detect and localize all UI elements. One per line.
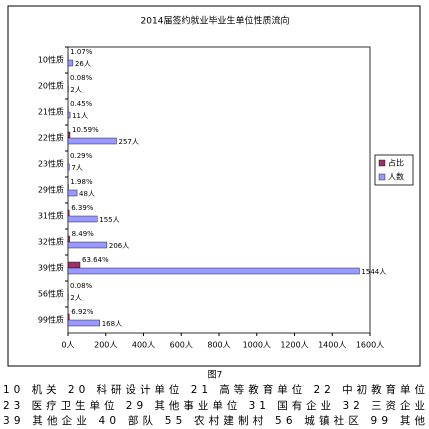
x-tick-label: 1400人 xyxy=(318,341,346,350)
value-label: 2人 xyxy=(70,86,81,94)
value-label: 0.45% xyxy=(70,100,93,108)
bar xyxy=(67,189,78,197)
x-tick-label: 800人 xyxy=(207,341,230,350)
bar xyxy=(67,137,117,145)
value-label: 1.07% xyxy=(70,48,93,56)
value-label: 0.29% xyxy=(70,152,93,160)
bar xyxy=(67,235,70,243)
bar xyxy=(67,209,70,217)
y-tick-label: 99性质 xyxy=(38,315,64,325)
value-label: 8.49% xyxy=(72,230,95,238)
note: 10 机关 20 科研设计单位 21 高等教育单位 22 中初教育单位 xyxy=(3,383,425,396)
value-label: 1544人 xyxy=(361,268,386,276)
bar xyxy=(67,59,74,67)
y-tick-label: 31性质 xyxy=(38,211,64,221)
value-label: 6.39% xyxy=(71,204,94,212)
value-label: 26人 xyxy=(75,60,91,68)
value-label: 257人 xyxy=(119,138,139,146)
value-label: 0.08% xyxy=(70,282,93,290)
bar xyxy=(67,131,71,139)
y-tick-label: 23性质 xyxy=(38,159,64,169)
bar xyxy=(67,111,71,119)
plot-area xyxy=(67,46,371,334)
legend-swatch xyxy=(378,173,386,181)
y-tick-label: 10性质 xyxy=(38,55,64,65)
legend-label: 人数 xyxy=(388,172,404,182)
value-label: 6.92% xyxy=(71,308,94,316)
value-label: 7人 xyxy=(71,164,82,172)
bar xyxy=(67,241,108,249)
bar xyxy=(67,319,100,327)
x-tick-label: 600人 xyxy=(170,341,193,350)
y-tick-label: 20性质 xyxy=(38,81,64,91)
value-label: 168人 xyxy=(102,320,122,328)
bar xyxy=(67,261,81,269)
x-tick-label: 400人 xyxy=(132,341,155,350)
bar xyxy=(67,163,70,171)
value-label: 2人 xyxy=(70,294,81,302)
x-tick-label: 1000人 xyxy=(243,341,271,350)
chart-title: 2014届签约就业毕业生单位性质流向 xyxy=(141,15,290,27)
x-tick-label: 1600人 xyxy=(356,341,384,350)
value-label: 48人 xyxy=(79,190,95,198)
y-tick-label: 56性质 xyxy=(38,289,64,299)
legend-label: 占比 xyxy=(388,158,404,168)
x-tick-label: 1200人 xyxy=(280,341,308,350)
x-tick-label: 200人 xyxy=(94,341,117,350)
chart-border xyxy=(7,5,421,367)
note: 39 其他企业 40 部队 55 农村建制村 56 城镇社区 99 其他 xyxy=(3,414,426,427)
legend-swatch xyxy=(378,159,386,167)
y-tick-label: 29性质 xyxy=(38,185,64,195)
note: 23 医疗卫生单位 29 其他事业单位 31 国有企业 32 三资企业 xyxy=(3,399,425,412)
value-label: 63.64% xyxy=(82,256,109,264)
value-label: 10.59% xyxy=(72,126,99,134)
bar xyxy=(67,215,98,223)
y-tick-label: 21性质 xyxy=(38,107,64,117)
bar xyxy=(67,313,70,321)
value-label: 0.08% xyxy=(70,74,93,82)
value-label: 206人 xyxy=(109,242,129,250)
x-tick-label: 0人 xyxy=(61,341,74,350)
y-tick-label: 22性质 xyxy=(38,133,64,143)
value-label: 11人 xyxy=(72,112,88,120)
y-tick-label: 39性质 xyxy=(38,263,64,273)
value-label: 155人 xyxy=(99,216,119,224)
value-label: 1.98% xyxy=(70,178,93,186)
caption: 图7 xyxy=(208,370,223,381)
y-tick-label: 32性质 xyxy=(38,237,64,247)
bar xyxy=(67,267,360,275)
